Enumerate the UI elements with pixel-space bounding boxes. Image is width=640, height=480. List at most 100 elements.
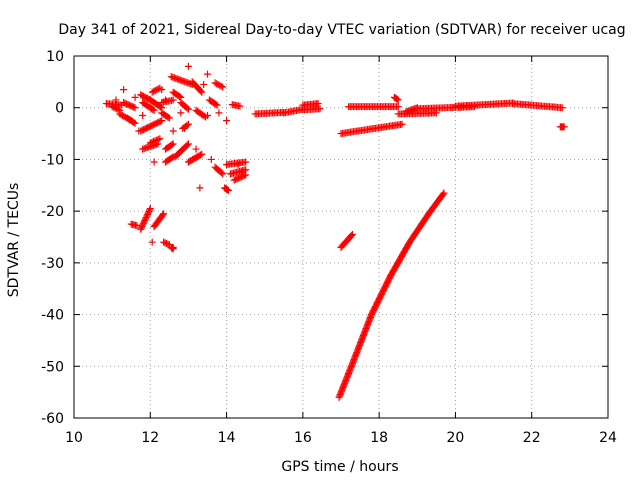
- data-point: [242, 171, 250, 179]
- x-axis-label: GPS time / hours: [281, 459, 398, 475]
- data-point: [217, 169, 225, 177]
- data-point: [393, 95, 401, 103]
- data-point: [398, 120, 406, 128]
- data-point: [169, 127, 177, 135]
- data-point: [234, 161, 242, 169]
- data-point: [133, 222, 141, 230]
- plot-frame: [73, 55, 609, 419]
- data-point: [212, 100, 220, 108]
- data-point: [169, 140, 177, 148]
- data-point: [138, 222, 146, 230]
- data-point: [146, 139, 154, 147]
- data-point: [158, 117, 166, 125]
- y-tick-label: -40: [41, 308, 64, 324]
- data-point: [439, 190, 447, 198]
- data-point: [130, 103, 138, 111]
- data-point: [440, 189, 448, 197]
- data-point: [146, 206, 154, 214]
- x-tick-label: 22: [523, 430, 541, 446]
- data-point: [184, 105, 192, 113]
- x-tick-label: 14: [218, 430, 236, 446]
- data-point: [137, 224, 145, 232]
- data-point: [154, 135, 162, 143]
- data-point: [207, 155, 215, 163]
- data-point: [197, 87, 205, 95]
- data-point: [142, 213, 150, 221]
- data-point: [204, 70, 211, 78]
- y-axis-label: SDTVAR / TECUs: [6, 183, 22, 298]
- data-point: [314, 100, 322, 108]
- data-point: [139, 221, 147, 229]
- data-point: [131, 119, 139, 127]
- data-point: [238, 168, 246, 176]
- data-point: [159, 211, 167, 219]
- data-point: [145, 208, 153, 216]
- data-point: [183, 104, 191, 112]
- data-point: [144, 209, 152, 217]
- data-point: [150, 106, 158, 114]
- data-point: [196, 184, 204, 192]
- data-point: [184, 140, 192, 148]
- data-point: [236, 102, 244, 110]
- data-point: [160, 210, 168, 218]
- data-point: [558, 104, 566, 112]
- data-point: [131, 104, 139, 112]
- data-point: [141, 216, 149, 224]
- data-point: [150, 158, 158, 166]
- data-point: [108, 103, 116, 111]
- data-point: [219, 83, 227, 91]
- data-point: [211, 79, 219, 87]
- data-point: [242, 158, 250, 166]
- data-point: [196, 151, 204, 159]
- data-point: [204, 111, 211, 119]
- data-point: [113, 105, 121, 113]
- data-point: [217, 82, 225, 90]
- data-point: [148, 138, 156, 146]
- x-tick-label: 12: [141, 430, 159, 446]
- data-point: [169, 243, 177, 251]
- data-point: [130, 118, 138, 126]
- y-tick-label: -20: [41, 204, 64, 220]
- grid-lines: [74, 56, 608, 418]
- data-point: [348, 230, 356, 238]
- x-tick-label: 16: [294, 430, 312, 446]
- data-point: [140, 218, 148, 226]
- data-point: [158, 86, 166, 94]
- data-point: [394, 103, 402, 111]
- y-tick-label: -10: [41, 152, 64, 168]
- data-point: [156, 117, 164, 125]
- data-point: [111, 104, 119, 112]
- data-point: [177, 109, 185, 117]
- data-point: [139, 111, 147, 119]
- data-point: [139, 219, 147, 227]
- data-point: [316, 105, 324, 113]
- chart-title: Day 341 of 2021, Sidereal Day-to-day VTE…: [58, 22, 625, 38]
- data-point: [153, 136, 161, 144]
- data-point: [214, 81, 222, 89]
- data-point: [224, 186, 232, 194]
- axis-ticks: 10 12 14 16 18 20 22 24 -60 -50 -40 -30 -20 -10 0 10: [41, 49, 617, 446]
- x-tick-label: 20: [447, 430, 465, 446]
- data-point: [149, 105, 157, 113]
- data-point: [560, 123, 568, 131]
- data-point: [112, 96, 120, 104]
- data-point: [162, 96, 170, 104]
- data-point: [219, 170, 227, 178]
- data-point: [216, 81, 224, 89]
- data-point: [213, 101, 221, 109]
- data-point: [164, 113, 172, 121]
- data-point: [223, 117, 231, 125]
- data-point: [114, 106, 122, 114]
- data-point: [137, 225, 145, 233]
- data-point: [135, 127, 143, 135]
- data-point: [168, 154, 176, 162]
- data-point: [148, 88, 156, 96]
- data-point: [347, 232, 355, 240]
- x-tick-label: 24: [599, 430, 617, 446]
- data-point: [198, 88, 206, 96]
- data-point: [110, 103, 118, 111]
- data-point: [149, 138, 157, 146]
- data-point: [181, 124, 189, 132]
- data-point: [183, 141, 191, 149]
